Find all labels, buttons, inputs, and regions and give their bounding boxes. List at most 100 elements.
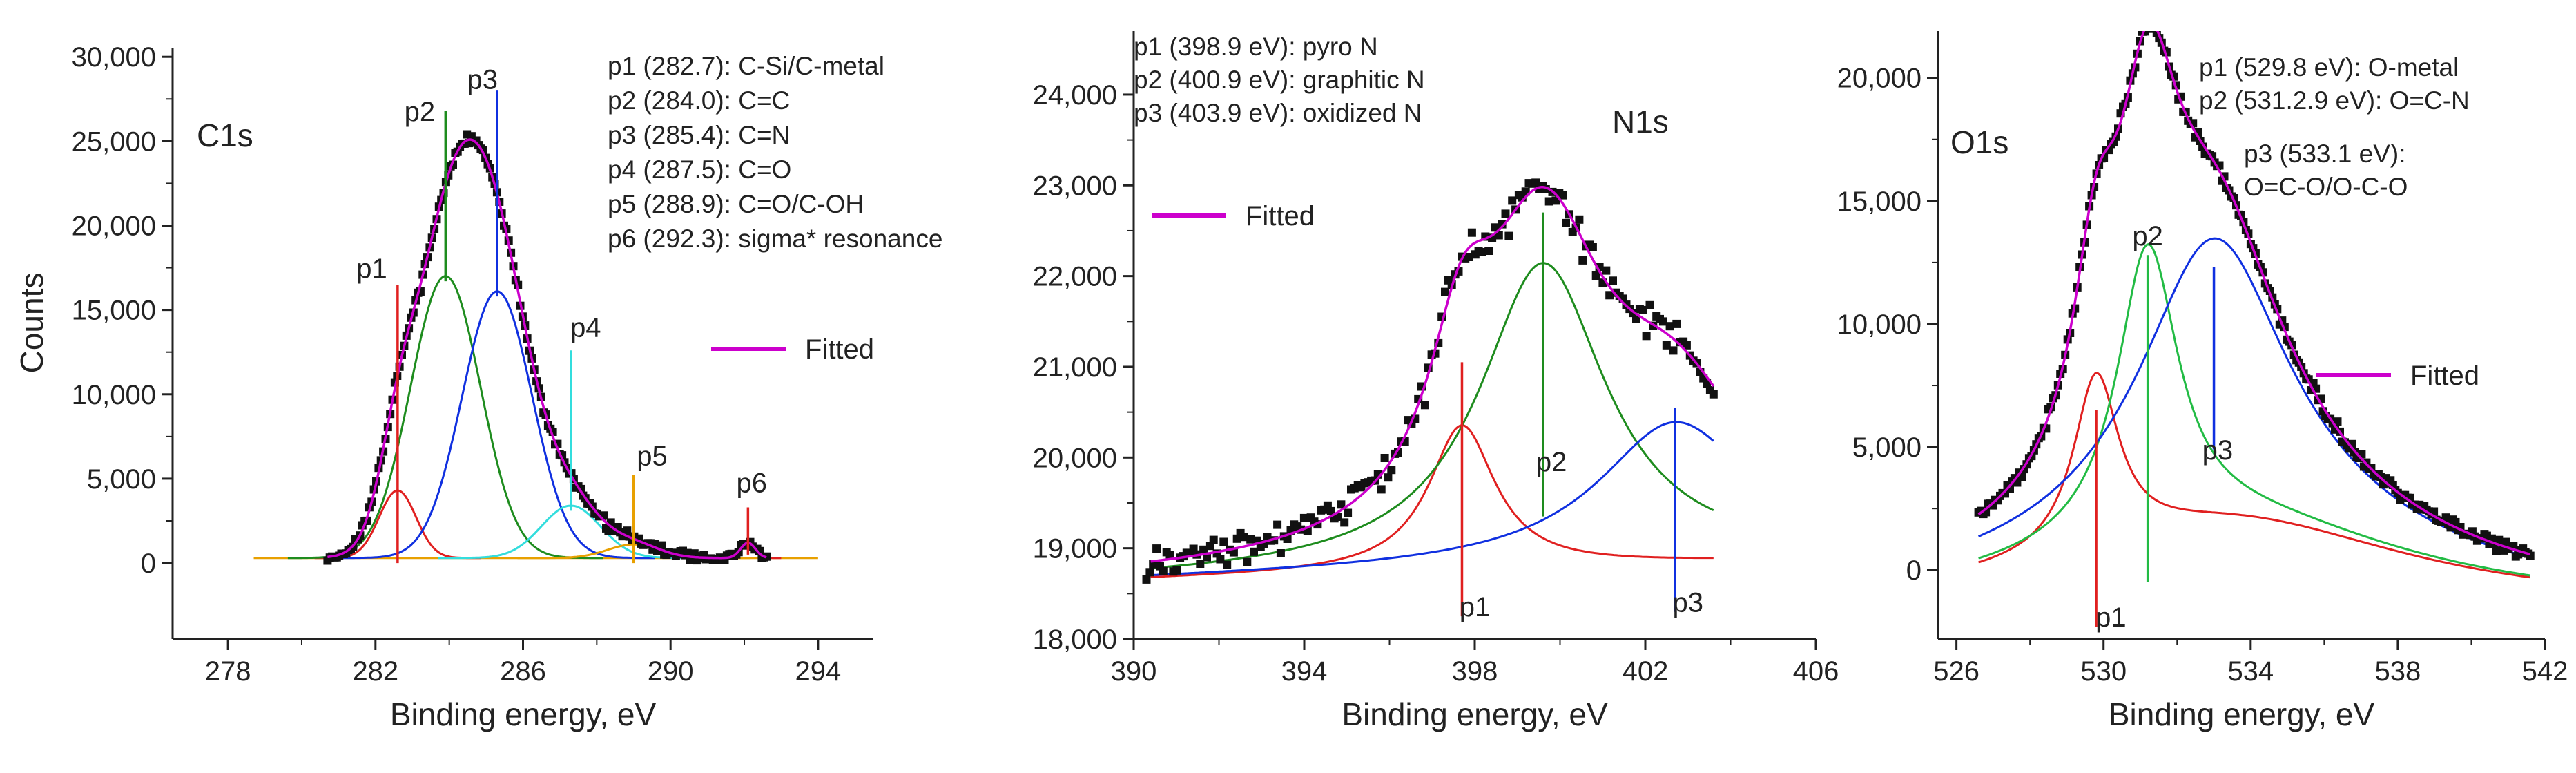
annotation-line: p3 (403.9 eV): oxidized N	[1134, 99, 1422, 127]
peak-p6-label: p6	[736, 468, 767, 498]
data-point	[1605, 291, 1614, 300]
legend-fitted-label: Fitted	[2410, 361, 2479, 391]
spectrum-label: C1s	[197, 117, 253, 153]
data-point	[1464, 253, 1473, 261]
x-axis-title: Binding energy, eV	[1342, 696, 1608, 732]
y-tick-label: 0	[141, 548, 156, 579]
data-point	[1165, 551, 1174, 560]
data-point	[1299, 513, 1308, 522]
data-point	[2142, 31, 2151, 32]
data-point	[1467, 228, 1476, 237]
data-point	[1142, 575, 1151, 584]
peak-p1-label: p1	[2095, 602, 2127, 633]
peak-p3-label: p3	[2202, 435, 2234, 466]
data-point	[1588, 243, 1597, 251]
y-tick-label: 0	[1906, 555, 1921, 586]
annotation-line: p1 (398.9 eV): pyro N	[1134, 32, 1378, 61]
data-points	[1142, 178, 1718, 584]
data-point	[1159, 566, 1168, 575]
peak-p1-label: p1	[356, 254, 387, 284]
x-tick-label: 534	[2227, 656, 2274, 687]
data-point	[1669, 346, 1678, 355]
peak-p5-label: p5	[637, 441, 668, 471]
spectrum-label: O1s	[1950, 124, 2008, 160]
data-point	[1662, 341, 1671, 350]
peak-p3-label: p3	[467, 65, 498, 95]
data-point	[2441, 513, 2450, 522]
data-point	[1591, 271, 1600, 280]
x-tick-label: 402	[1623, 656, 1669, 687]
y-tick-label: 24,000	[1033, 80, 1117, 111]
data-point	[1199, 545, 1208, 554]
data-point	[1578, 256, 1587, 265]
component-p2-curve	[287, 275, 603, 560]
data-point	[1638, 305, 1647, 314]
x-tick-label: 282	[352, 656, 398, 687]
data-point	[1196, 560, 1205, 568]
y-tick-label: 21,000	[1033, 352, 1117, 383]
data-point	[1709, 390, 1718, 399]
data-point	[1172, 566, 1181, 575]
x-tick-label: 538	[2375, 656, 2421, 687]
data-point	[1558, 191, 1567, 200]
peak-p4-label: p4	[570, 313, 601, 343]
data-point	[1337, 500, 1346, 509]
annotation-line: p3 (285.4): C=N	[608, 121, 790, 149]
y-tick-label: 23,000	[1033, 171, 1117, 201]
data-point	[1602, 266, 1611, 275]
data-point	[1380, 454, 1389, 462]
data-point	[1672, 319, 1681, 328]
data-point	[1420, 401, 1429, 410]
data-point	[1504, 231, 1513, 240]
component-p2-curve	[1150, 262, 1714, 570]
y-tick-label: 20,000	[72, 211, 156, 242]
data-point	[1609, 276, 1617, 285]
annotation-line: p1 (529.8 eV): O-metal	[2199, 53, 2459, 82]
data-point	[1544, 197, 1553, 206]
annotation-line: O=C-O/O-C-O	[2244, 173, 2408, 201]
y-tick-label: 20,000	[1837, 64, 1921, 94]
x-tick-label: 290	[648, 656, 694, 687]
data-point	[1387, 466, 1396, 475]
n1s-panel: 390 394 398 402 406 18,000 19,000 20,000 21,000 2…	[1033, 31, 1839, 732]
x-tick-label: 398	[1452, 656, 1498, 687]
y-tick-label: 18,000	[1033, 624, 1117, 655]
data-point	[2145, 31, 2154, 33]
data-point	[1501, 209, 1510, 218]
x-tick-label: 530	[2080, 656, 2127, 687]
o1s-panel: 526 530 534 538 542 0 5,000 10,000 15,000 20,000 B…	[1837, 31, 2568, 732]
data-point	[1223, 560, 1232, 569]
y-tick-label: 15,000	[1837, 187, 1921, 217]
data-point	[657, 541, 666, 550]
data-point	[1209, 535, 1218, 544]
data-point	[1145, 568, 1154, 577]
y-tick-label: 22,000	[1033, 262, 1117, 292]
data-point	[2140, 31, 2149, 36]
legend-fitted-label: Fitted	[1246, 201, 1315, 231]
data-point	[1344, 508, 1353, 517]
data-point	[1219, 537, 1228, 546]
annotation-line: p1 (282.7): C-Si/C-metal	[608, 52, 884, 80]
x-tick-label: 542	[2522, 656, 2568, 687]
data-point	[1484, 247, 1493, 255]
x-tick-label: 406	[1793, 656, 1839, 687]
component-p1-curve	[1978, 372, 2530, 579]
data-point	[1665, 322, 1674, 331]
data-point	[1377, 485, 1386, 494]
y-tick-label: 25,000	[72, 126, 156, 157]
data-point	[1250, 547, 1258, 556]
data-point	[1243, 557, 1252, 566]
spectrum-label: N1s	[1612, 104, 1669, 140]
data-point	[1645, 300, 1654, 309]
y-axis-title: Counts	[14, 273, 50, 374]
x-tick-label: 278	[205, 656, 251, 687]
data-point	[1682, 341, 1691, 350]
fitted-curve	[327, 138, 767, 560]
annotation-line: p3 (533.1 eV):	[2244, 140, 2405, 168]
y-tick-label: 10,000	[1837, 309, 1921, 340]
annotation-line: p2 (531.2.9 eV): O=C-N	[2199, 86, 2470, 115]
peak-p2-label: p2	[405, 97, 436, 127]
annotation-line: p4 (287.5): C=O	[608, 155, 791, 184]
peak-p2-label: p2	[1536, 447, 1567, 477]
legend-fitted-label: Fitted	[805, 334, 874, 365]
